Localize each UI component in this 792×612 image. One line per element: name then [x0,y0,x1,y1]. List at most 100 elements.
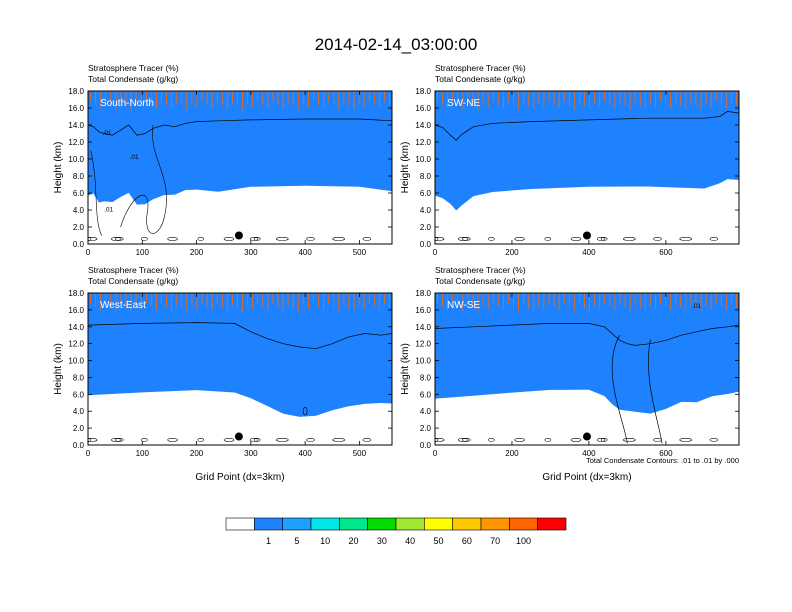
low-contour-blob [115,437,124,442]
low-contour-blob [622,236,636,241]
low-contour-blob [544,437,552,442]
y-tick-label: 8.0 [420,373,432,382]
contour-label: .01 [104,207,113,214]
low-contour-blob [679,437,693,442]
x-tick-label: 0 [86,449,91,458]
y-tick-label: 4.0 [420,407,432,416]
deep-contour [120,124,167,234]
y-tick-label: 12.0 [68,340,84,349]
panel-name: SW-NE [447,98,480,109]
colorbar-swatch [424,517,453,531]
low-contour-blob [435,438,439,442]
x-tick-label: 400 [582,449,596,458]
x-tick-label: 600 [659,248,673,257]
colorbar: 1 5 10 20 30 40 50 60 70 100 [225,517,567,546]
low-contour-blob [167,236,178,241]
plot-frame [434,292,740,446]
condensate-contour [88,118,392,136]
plot-frame [87,90,393,245]
colorbar-swatch [480,517,510,531]
low-contour-blob [653,437,662,442]
low-contour-blob [435,237,445,241]
y-tick-label: 16.0 [68,306,84,315]
low-contour-blob [622,437,636,442]
low-contour-blob [88,237,92,241]
low-contour-blob [570,236,582,241]
low-contour-blob [88,438,92,442]
y-tick-label: 0.0 [420,240,432,249]
plot-area [88,293,392,442]
deep-contour [302,406,308,416]
location-marker [234,432,243,441]
condensate-contour [88,322,392,350]
y-tick-label: 12.0 [415,138,431,147]
low-contour-blob [253,437,261,442]
colorbar-swatch [452,517,482,531]
low-contour-blob [141,236,148,241]
low-contour-blob [141,437,148,442]
y-tick-label: 6.0 [73,390,85,399]
tracer-band-10 [435,293,739,414]
panel-west-east: West-East Stratosphere Tracer (%)Total Co… [53,265,393,483]
x-tick-label: 300 [244,449,258,458]
y-tick-label: 14.0 [68,323,84,332]
low-contour-blob [275,437,289,442]
x-tick-label: 200 [190,449,204,458]
low-contour-blob [88,438,98,442]
y-tick-label: 18.0 [415,87,431,96]
y-tick-label: 4.0 [73,407,85,416]
location-marker [583,432,591,441]
panel-label-tracer: Stratosphere Tracer (%) [435,63,526,73]
y-tick-label: 10.0 [415,357,431,366]
y-tick-label: 16.0 [68,104,84,113]
low-contour-blob [600,437,608,442]
location-marker [234,231,243,240]
low-contour-blob [600,236,608,241]
y-tick-label: 2.0 [73,223,85,232]
y-axis-label: Height (km) [53,343,64,395]
x-tick-label: 300 [244,248,258,257]
low-contour-blob [457,437,469,442]
low-contour-blob [514,236,525,241]
colorbar-label: 30 [377,536,387,546]
y-tick-label: 6.0 [73,189,85,198]
x-tick-label: 500 [353,449,367,458]
tracer-band-10 [435,91,739,211]
contour-label: .01 [692,303,701,310]
tracer-band-10 [88,293,392,417]
low-contour-blob [709,236,719,241]
y-tick-label: 18.0 [415,289,431,298]
x-tick-label: 600 [659,449,673,458]
low-contour-blob [197,236,205,241]
panel-name: South-North [100,98,154,109]
low-contour-blob [709,437,719,442]
low-contour-blob [306,236,315,241]
y-tick-label: 8.0 [73,172,85,181]
colorbar-label: 5 [294,536,299,546]
condensate-contour [435,111,739,141]
low-contour-blob [110,437,122,442]
y-tick-label: 0.0 [73,240,85,249]
y-tick-label: 12.0 [415,340,431,349]
low-contour-blob [461,236,471,241]
plot-frame [87,292,393,446]
contour-label: .01 [102,130,111,137]
y-tick-label: 14.0 [415,323,431,332]
y-tick-label: 14.0 [415,121,431,130]
y-tick-label: 18.0 [68,87,84,96]
colorbar-swatch [310,517,340,531]
y-tick-label: 14.0 [68,121,84,130]
colorbar-label: 100 [516,536,531,546]
panel-label-condensate: Total Condensate (g/kg) [435,74,525,84]
low-contour-blob [223,437,235,442]
y-tick-label: 2.0 [420,223,432,232]
plot-area [435,293,739,444]
colorbar-swatch [254,517,283,531]
low-contour-blob [110,236,122,241]
low-contour-blob [115,236,124,241]
low-contour-blob [488,236,495,241]
colorbar-label: 50 [433,536,443,546]
low-contour-blob [544,236,552,241]
y-tick-label: 2.0 [73,424,85,433]
colorbar-swatch [282,517,312,531]
